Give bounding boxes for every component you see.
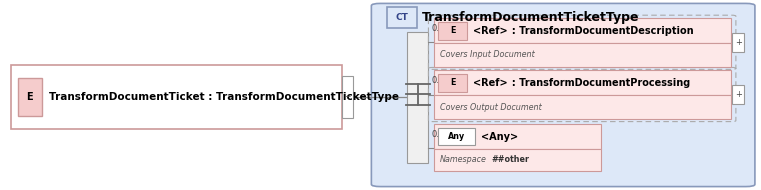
- Bar: [434, 70, 731, 96]
- Text: TransformDocumentTicket : TransformDocumentTicketType: TransformDocumentTicket : TransformDocum…: [49, 92, 400, 102]
- Bar: [732, 85, 744, 104]
- Text: Any: Any: [448, 132, 465, 141]
- Text: <Any>: <Any>: [481, 131, 518, 142]
- Bar: [434, 96, 731, 119]
- Text: TransformDocumentTicketType: TransformDocumentTicketType: [422, 11, 639, 24]
- Text: +: +: [734, 90, 742, 99]
- Text: 0..*: 0..*: [431, 130, 446, 139]
- Bar: [438, 22, 467, 40]
- Text: −: −: [345, 92, 351, 101]
- Text: : TransformDocumentProcessing: : TransformDocumentProcessing: [505, 78, 690, 88]
- Text: E: E: [450, 78, 456, 87]
- Text: <Ref>: <Ref>: [473, 26, 508, 36]
- Bar: [434, 149, 601, 171]
- Text: E: E: [450, 26, 456, 35]
- Text: Covers Input Document: Covers Input Document: [440, 50, 535, 59]
- Bar: [342, 76, 353, 118]
- Bar: [11, 65, 342, 129]
- Bar: [434, 124, 601, 149]
- Text: Namespace: Namespace: [440, 155, 487, 164]
- Text: 0..1: 0..1: [431, 76, 447, 85]
- FancyBboxPatch shape: [371, 3, 755, 187]
- Text: : TransformDocumentDescription: : TransformDocumentDescription: [505, 26, 694, 36]
- Text: Covers Output Document: Covers Output Document: [440, 103, 542, 112]
- Bar: [438, 128, 475, 145]
- Bar: [434, 18, 731, 43]
- Text: <Ref>: <Ref>: [473, 78, 508, 88]
- Bar: [407, 32, 428, 163]
- Text: 0..1: 0..1: [431, 24, 447, 33]
- Bar: [387, 7, 417, 28]
- Text: +: +: [734, 38, 742, 47]
- Bar: [438, 74, 467, 92]
- Bar: [18, 78, 42, 116]
- Text: E: E: [27, 92, 33, 102]
- Bar: [434, 43, 731, 66]
- Text: CT: CT: [396, 13, 408, 22]
- Text: ##other: ##other: [492, 155, 530, 164]
- Bar: [732, 33, 744, 52]
